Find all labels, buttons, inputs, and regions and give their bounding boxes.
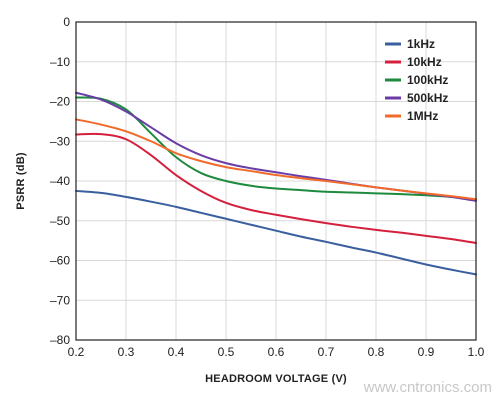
- x-tick-label: 0.6: [268, 345, 285, 359]
- x-tick-label: 0.5: [218, 345, 235, 359]
- legend-label-1mhz: 1MHz: [407, 109, 438, 123]
- legend-label-10khz: 10kHz: [407, 55, 442, 69]
- legend-label-100khz: 100kHz: [407, 73, 448, 87]
- x-tick-labels: 0.2 0.3 0.4 0.5 0.6 0.7 0.8 0.9 1.0: [68, 345, 485, 359]
- y-tick-label: –40: [50, 174, 70, 188]
- x-tick-label: 0.9: [418, 345, 435, 359]
- y-axis-title: PSRR (dB): [15, 152, 27, 210]
- x-axis-title: HEADROOM VOLTAGE (V): [205, 373, 347, 385]
- x-tick-label: 0.8: [368, 345, 385, 359]
- y-tick-label: –80: [50, 333, 70, 347]
- plot-area-border: [75, 21, 477, 341]
- legend: 1kHz 10kHz 100kHz 500kHz 1MHz: [385, 37, 448, 123]
- legend-label-500khz: 500kHz: [407, 91, 448, 105]
- series-line-1mhz: [75, 118, 477, 201]
- x-tick-label: 0.3: [118, 345, 135, 359]
- y-tick-labels: 0 –10 –20 –30 –40 –50 –60 –70 –80: [50, 15, 70, 347]
- x-tick-label: 0.2: [68, 345, 85, 359]
- y-tick-label: –60: [50, 254, 70, 268]
- series-line-100khz: [75, 96, 477, 202]
- y-tick-label: –30: [50, 134, 70, 148]
- series-lines: [75, 91, 477, 276]
- y-tick-label: 0: [63, 15, 70, 29]
- series-line-10khz: [75, 132, 477, 245]
- grid: [76, 22, 476, 340]
- legend-label-1khz: 1kHz: [407, 37, 435, 51]
- x-tick-label: 1.0: [468, 345, 485, 359]
- x-tick-label: 0.4: [168, 345, 185, 359]
- series-line-1khz: [75, 189, 477, 276]
- x-tick-label: 0.7: [318, 345, 335, 359]
- watermark: www.cntronics.com: [363, 379, 492, 396]
- y-tick-label: –20: [50, 95, 70, 109]
- y-tick-label: –10: [50, 55, 70, 69]
- y-tick-label: –50: [50, 214, 70, 228]
- y-tick-label: –70: [50, 293, 70, 307]
